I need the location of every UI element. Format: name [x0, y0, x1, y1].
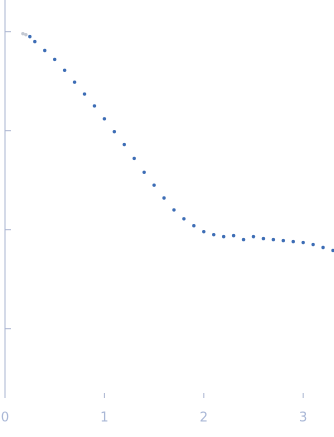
point	[192, 224, 196, 228]
point	[112, 129, 117, 134]
point	[172, 208, 176, 212]
point	[62, 68, 67, 72]
point	[331, 248, 334, 253]
point	[82, 92, 87, 96]
x-tick-label: 2	[200, 411, 208, 426]
point	[33, 39, 37, 44]
point	[261, 236, 266, 241]
point	[202, 229, 206, 234]
point	[72, 80, 77, 84]
x-tick-label: 1	[100, 411, 108, 426]
point	[24, 32, 28, 37]
point	[291, 239, 295, 244]
point	[212, 232, 216, 237]
point	[28, 34, 32, 39]
point	[221, 234, 226, 239]
point	[301, 240, 305, 245]
point	[142, 170, 146, 174]
point	[52, 57, 57, 62]
point	[311, 242, 315, 247]
point	[321, 245, 325, 250]
point	[162, 196, 166, 200]
point	[251, 234, 256, 239]
x-tick-label: 0	[1, 411, 9, 426]
point	[271, 237, 276, 242]
point	[122, 142, 126, 147]
point	[231, 233, 236, 238]
point	[21, 31, 25, 36]
point	[92, 104, 97, 108]
point	[281, 238, 286, 243]
point	[241, 237, 246, 242]
x-tick-label: 3	[299, 411, 307, 426]
point	[102, 117, 107, 121]
point	[182, 217, 186, 221]
point	[132, 156, 136, 161]
point	[43, 48, 47, 53]
point	[152, 183, 156, 187]
